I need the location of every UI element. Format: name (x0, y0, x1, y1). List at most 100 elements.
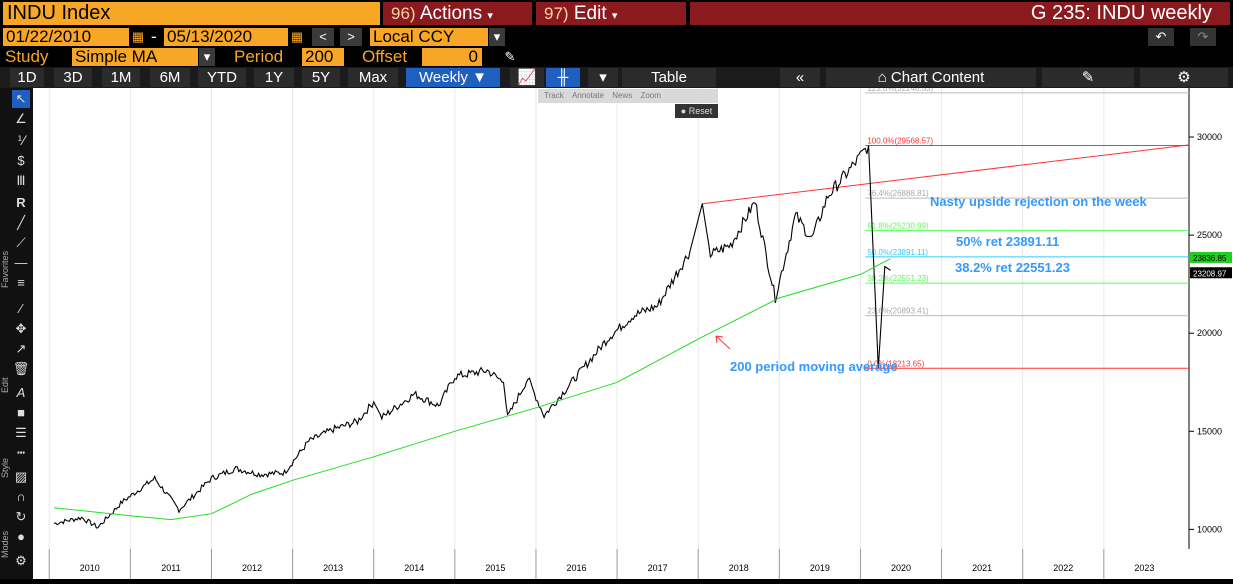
annotate-button[interactable]: Annotate (571, 91, 604, 100)
x-tick-label: 2020 (891, 563, 911, 573)
chart-area[interactable]: 2010 2011 2012 2013 2014 2015 2016 2017 2018 2019… (33, 84, 1233, 579)
fib-level-label: 61.8%(25230.99) (867, 222, 929, 231)
dollar-icon[interactable]: $ (17, 153, 25, 168)
percent-icon[interactable]: ⅟ (17, 133, 25, 148)
refresh-icon[interactable]: ↻ (15, 509, 27, 524)
calendar-icon[interactable]: ▦ (130, 28, 146, 46)
news-button[interactable]: News (612, 91, 633, 100)
line-chart-icon[interactable]: 📈 (510, 68, 544, 87)
table-button[interactable]: Table (622, 68, 716, 87)
select-icon[interactable]: ↗ (15, 341, 27, 356)
undo-icon[interactable]: ↶ (1148, 28, 1174, 46)
annotation-50-retracement: 50% ret 23891.11 (956, 234, 1059, 249)
zoom-button[interactable]: Zoom (640, 91, 661, 100)
x-tick-label: 2011 (161, 563, 180, 573)
date-dash: - (151, 27, 157, 46)
period-1y-button[interactable]: 1Y (254, 68, 294, 87)
period-max-button[interactable]: Max (348, 68, 398, 87)
x-tick-label: 2019 (810, 563, 830, 573)
fib-level-label: 0.0%(18213.65) (867, 359, 924, 368)
chart-content-icon: ⌂ (877, 69, 887, 86)
trend-line-icon[interactable]: ∠ (15, 111, 27, 126)
header-bar: INDU Index 96) Actions ▾ 97) Edit ▾ G 23… (0, 0, 1233, 27)
edit-menu[interactable]: 97) Edit ▾ (536, 2, 686, 25)
track-button[interactable]: Track (544, 91, 564, 100)
study-select[interactable]: Simple MA (72, 48, 198, 66)
actions-label: Actions (419, 3, 483, 24)
period-6m-button[interactable]: 6M (150, 68, 190, 87)
x-tick-label: 2023 (1134, 563, 1154, 573)
annotation-rejection: Nasty upside rejection on the week (930, 194, 1147, 209)
brush-icon[interactable]: ⁄ (19, 301, 23, 316)
line-weight-icon[interactable]: ☰ (15, 425, 27, 440)
annotate-edit-icon[interactable]: ✎ (1042, 68, 1134, 87)
period-ytd-button[interactable]: YTD (198, 68, 246, 87)
x-tick-label: 2015 (485, 563, 505, 573)
line-style-icon[interactable]: ┅ (17, 445, 25, 460)
last-price-label: 23208.97 (1193, 269, 1227, 278)
fib-level-label: 100.0%(29568.57) (867, 137, 933, 146)
ray-icon[interactable]: ⟋ (16, 235, 26, 250)
fill-color-icon[interactable]: ■ (17, 405, 25, 420)
study-row: Study Simple MA ▾ Period 200 Offset 0 ✎ (0, 47, 1233, 67)
reset-button[interactable]: ● Reset (675, 104, 718, 118)
favorites-label: Favorites (0, 250, 10, 288)
pencil-icon[interactable]: ✎ (500, 48, 520, 66)
fib-icon[interactable]: Ⅲ (16, 173, 26, 188)
trash-icon[interactable]: 🗑 (12, 361, 30, 376)
start-date-field[interactable]: 01/22/2010 (3, 28, 129, 46)
chevron-down-icon: ▾ (487, 10, 493, 22)
line-tool-icon[interactable]: ╱ (17, 215, 25, 230)
move-icon[interactable]: ✥ (15, 321, 27, 336)
offset-field[interactable]: 0 (422, 48, 482, 66)
ticker-title[interactable]: INDU Index (3, 2, 380, 25)
collapse-icon[interactable]: « (780, 68, 820, 87)
chevron-down-icon[interactable]: ▾ (199, 48, 215, 66)
y-tick-label: 20000 (1197, 328, 1222, 338)
mini-toolbar: Track Annotate News Zoom (538, 89, 718, 103)
redo-icon[interactable]: ↷ (1190, 28, 1216, 46)
chevron-right-icon[interactable]: > (340, 28, 362, 46)
currency-select[interactable]: Local CCY (370, 28, 488, 46)
chevron-left-icon[interactable]: < (312, 28, 334, 46)
offset-label: Offset (362, 47, 408, 66)
period-1m-button[interactable]: 1M (102, 68, 140, 87)
chevron-down-icon[interactable]: ▾ (489, 28, 505, 46)
x-tick-label: 2016 (567, 563, 587, 573)
fib-level-label: 23.6%(20893.41) (867, 307, 929, 316)
frequency-select[interactable]: Weekly ▼ (406, 68, 500, 87)
period-3d-button[interactable]: 3D (54, 68, 92, 87)
settings-icon[interactable]: ⚙ (15, 553, 27, 568)
frequency-label: Weekly (419, 69, 468, 86)
chart-content-label: Chart Content (890, 69, 985, 86)
pattern-icon[interactable]: ▨ (14, 469, 28, 484)
annotation-moving-average: 200 period moving average (730, 359, 898, 374)
fib-level-label: 123.6%(32248.53) (867, 88, 933, 93)
settings-gear-icon[interactable]: ⚙ (1140, 68, 1228, 87)
x-tick-label: 2010 (80, 563, 100, 573)
actions-menu[interactable]: 96) Actions ▾ (383, 2, 532, 25)
study-label: Study (5, 47, 49, 66)
moving-average-line (54, 258, 891, 521)
color-palette-icon[interactable]: ● (17, 529, 25, 544)
channel-icon[interactable]: ≡ (17, 275, 25, 290)
chart-content-button[interactable]: ⌂ Chart Content (826, 68, 1036, 87)
style-label: Style (0, 457, 10, 478)
hline-icon[interactable]: — (14, 255, 28, 270)
period-5y-button[interactable]: 5Y (302, 68, 340, 87)
period-1d-button[interactable]: 1D (10, 68, 44, 87)
price-chart[interactable]: 2010 2011 2012 2013 2014 2015 2016 2017 2018 2019… (33, 84, 1233, 579)
calendar-icon[interactable]: ▦ (289, 28, 305, 46)
last-price-tag (1190, 267, 1232, 279)
magnet-icon[interactable]: ∩ (16, 489, 26, 504)
bar-chart-icon[interactable]: ╫ (546, 68, 580, 87)
cursor-icon[interactable]: ↖ (12, 90, 30, 108)
text-icon[interactable]: A (16, 385, 26, 400)
period-label: Period (234, 47, 284, 66)
end-date-field[interactable]: 05/13/2020 (164, 28, 288, 46)
fib-level-label: 38.2%(22551.23) (867, 274, 929, 283)
regression-icon[interactable]: R (16, 195, 26, 210)
chevron-down-icon[interactable]: ▾ (588, 68, 618, 87)
reset-label: Reset (688, 106, 713, 116)
period-field[interactable]: 200 (302, 48, 344, 66)
